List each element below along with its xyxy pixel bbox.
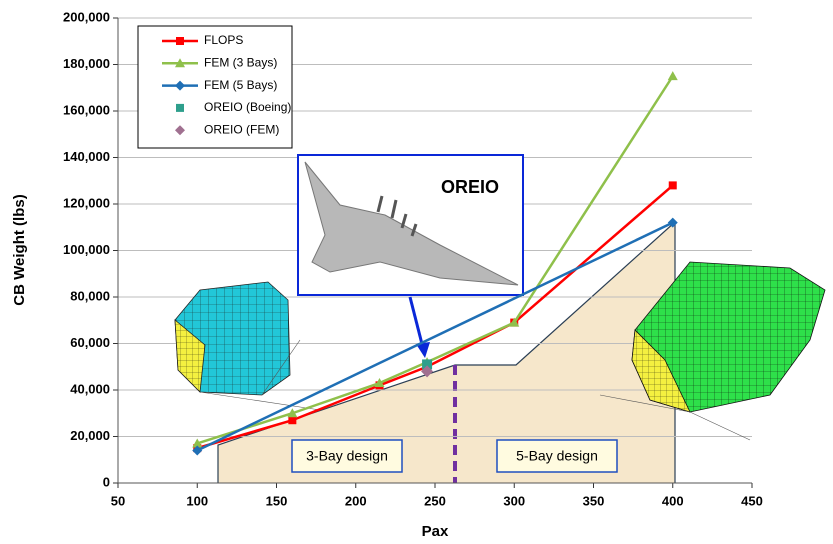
marker (668, 218, 678, 228)
y-tick-label: 120,000 (63, 195, 110, 210)
legend-label: OREIO (Boeing) (204, 100, 291, 114)
annotation: 5-Bay design (516, 448, 598, 464)
x-tick-label: 100 (186, 493, 208, 508)
y-tick-label: 180,000 (63, 56, 110, 71)
y-tick-label: 160,000 (63, 102, 110, 117)
mesh-axis (690, 412, 750, 440)
y-axis-label: CB Weight (lbs) (11, 194, 28, 305)
y-tick-label: 140,000 (63, 149, 110, 164)
legend-label: FEM (3 Bays) (204, 55, 277, 69)
legend-marker (176, 37, 184, 45)
x-tick-label: 250 (424, 493, 446, 508)
annotation: OREIO (441, 177, 499, 197)
y-tick-label: 20,000 (70, 428, 110, 443)
annotation: 3-Bay design (306, 448, 388, 464)
x-tick-label: 50 (111, 493, 125, 508)
oreio-callout: OREIO (298, 155, 523, 358)
legend-marker (176, 104, 184, 112)
x-axis-label: Pax (422, 523, 449, 540)
marker (288, 416, 296, 424)
y-tick-label: 0 (103, 474, 110, 489)
x-tick-label: 450 (741, 493, 763, 508)
legend-label: FEM (5 Bays) (204, 78, 277, 92)
mesh-3bay (175, 282, 320, 410)
marker (669, 181, 677, 189)
legend-label: FLOPS (204, 33, 243, 47)
y-tick-label: 60,000 (70, 335, 110, 350)
x-tick-label: 350 (583, 493, 605, 508)
arrow (410, 297, 423, 348)
marker (668, 71, 678, 80)
legend-label: OREIO (FEM) (204, 122, 279, 136)
y-tick-label: 200,000 (63, 9, 110, 24)
x-tick-label: 200 (345, 493, 367, 508)
y-tick-label: 40,000 (70, 381, 110, 396)
y-tick-label: 100,000 (63, 242, 110, 257)
x-tick-label: 300 (503, 493, 525, 508)
y-tick-label: 80,000 (70, 288, 110, 303)
chart: 0 20,000 40,000 60,000 80,000 100,000 120,000 1… (0, 0, 833, 544)
x-tick-label: 150 (266, 493, 288, 508)
x-tick-label: 400 (662, 493, 684, 508)
